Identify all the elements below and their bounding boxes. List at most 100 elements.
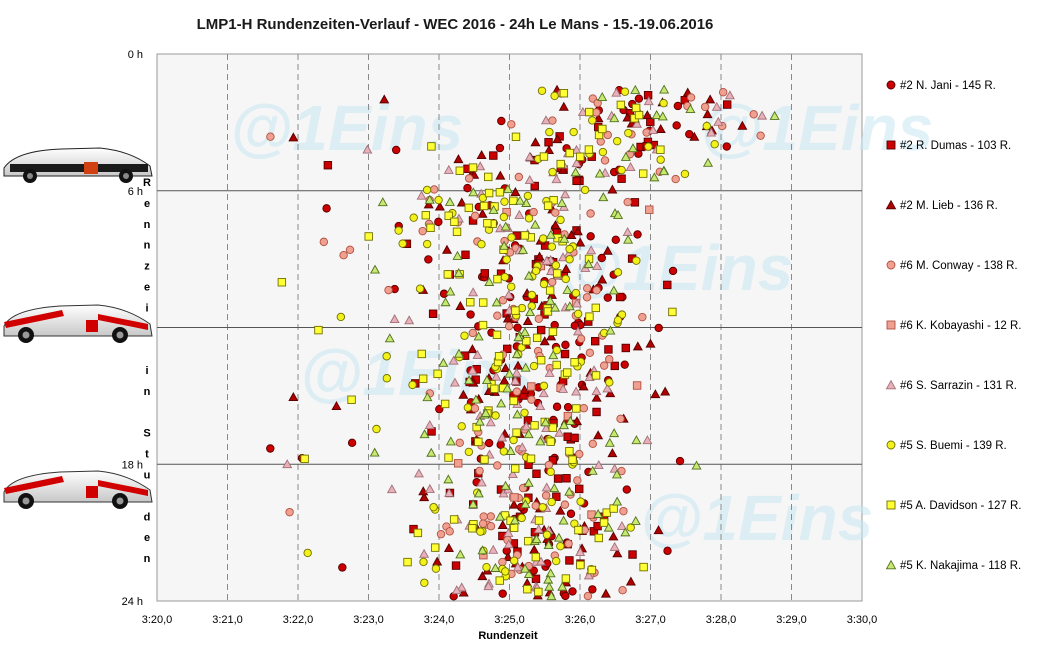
data-point — [434, 201, 445, 211]
data-point — [427, 142, 436, 151]
x-tick-label: 3:29,0 — [776, 614, 807, 626]
data-point — [370, 264, 381, 274]
data-point — [486, 512, 495, 521]
data-point — [602, 508, 611, 517]
data-point — [591, 386, 602, 396]
data-point — [563, 432, 572, 441]
data-point — [592, 286, 601, 295]
data-point — [511, 367, 522, 377]
data-point — [500, 197, 509, 206]
data-point — [453, 348, 464, 358]
legend-marker — [886, 320, 896, 330]
data-point — [282, 459, 293, 469]
data-point — [288, 132, 299, 142]
data-point — [523, 477, 534, 487]
data-point — [472, 349, 483, 359]
data-point — [529, 361, 539, 371]
data-point — [545, 286, 555, 295]
data-point — [617, 174, 626, 183]
data-point — [501, 567, 510, 576]
data-point — [615, 292, 625, 302]
data-point — [604, 345, 613, 354]
data-point — [602, 383, 613, 393]
legend-marker — [885, 379, 897, 390]
data-point — [534, 587, 543, 597]
data-point — [394, 226, 403, 235]
data-point — [438, 357, 449, 367]
data-point — [643, 96, 654, 106]
data-point — [483, 581, 494, 591]
y-axis-label-char: i — [145, 302, 148, 314]
x-tick-label: 3:21,0 — [212, 614, 243, 626]
data-point — [702, 121, 711, 131]
data-point — [546, 467, 555, 477]
data-point — [663, 546, 672, 556]
data-point — [512, 562, 523, 572]
data-point — [616, 100, 626, 110]
data-point — [632, 341, 643, 351]
data-point — [558, 420, 570, 430]
data-point — [548, 167, 557, 177]
x-tick-label: 3:24,0 — [424, 614, 455, 626]
data-point — [559, 89, 569, 98]
data-point — [463, 183, 472, 193]
data-point — [575, 484, 584, 494]
data-point — [560, 349, 570, 359]
data-point — [466, 297, 475, 307]
data-point — [524, 174, 535, 184]
y-axis-label-char: t — [145, 449, 149, 461]
data-point — [610, 361, 619, 371]
data-point — [560, 500, 570, 509]
data-point — [605, 388, 616, 398]
watermark-text: @1Eins — [700, 92, 933, 164]
data-point — [513, 323, 522, 332]
data-point — [551, 174, 562, 184]
data-point — [449, 377, 460, 387]
data-point — [571, 158, 582, 168]
data-point — [495, 511, 506, 521]
data-point — [685, 104, 696, 113]
data-point — [512, 428, 521, 437]
data-point — [585, 107, 594, 117]
data-point — [566, 509, 576, 518]
y-axis-label-char: e — [144, 198, 150, 210]
data-point — [419, 557, 428, 567]
data-point — [632, 381, 642, 390]
data-point — [547, 242, 557, 251]
y-axis-label-char: n — [144, 219, 151, 231]
data-point — [612, 548, 623, 558]
data-point — [507, 120, 516, 129]
data-point — [556, 541, 565, 551]
data-point — [550, 302, 561, 312]
data-point — [591, 371, 601, 380]
data-point — [523, 429, 534, 439]
data-point — [531, 266, 541, 275]
data-point — [521, 421, 532, 431]
data-point — [419, 492, 430, 502]
data-point — [475, 161, 486, 171]
data-point — [266, 132, 275, 141]
data-point — [491, 371, 502, 381]
series-9 — [369, 84, 780, 601]
data-point — [495, 170, 506, 180]
data-point — [543, 201, 553, 210]
data-point — [583, 284, 592, 293]
data-point — [499, 212, 509, 222]
data-point — [544, 581, 555, 591]
data-point — [503, 539, 514, 549]
data-point — [423, 199, 434, 209]
data-point — [529, 207, 538, 217]
data-point — [523, 191, 533, 201]
data-point — [586, 209, 595, 218]
data-point — [536, 325, 546, 335]
data-point — [509, 396, 518, 406]
data-point — [625, 576, 636, 586]
y-axis-label-char: n — [144, 553, 151, 565]
data-point — [631, 118, 643, 128]
data-point — [490, 562, 501, 572]
data-point — [634, 110, 644, 120]
data-point — [519, 327, 530, 337]
data-point — [478, 519, 488, 528]
data-point — [540, 417, 551, 427]
data-point — [493, 461, 502, 470]
